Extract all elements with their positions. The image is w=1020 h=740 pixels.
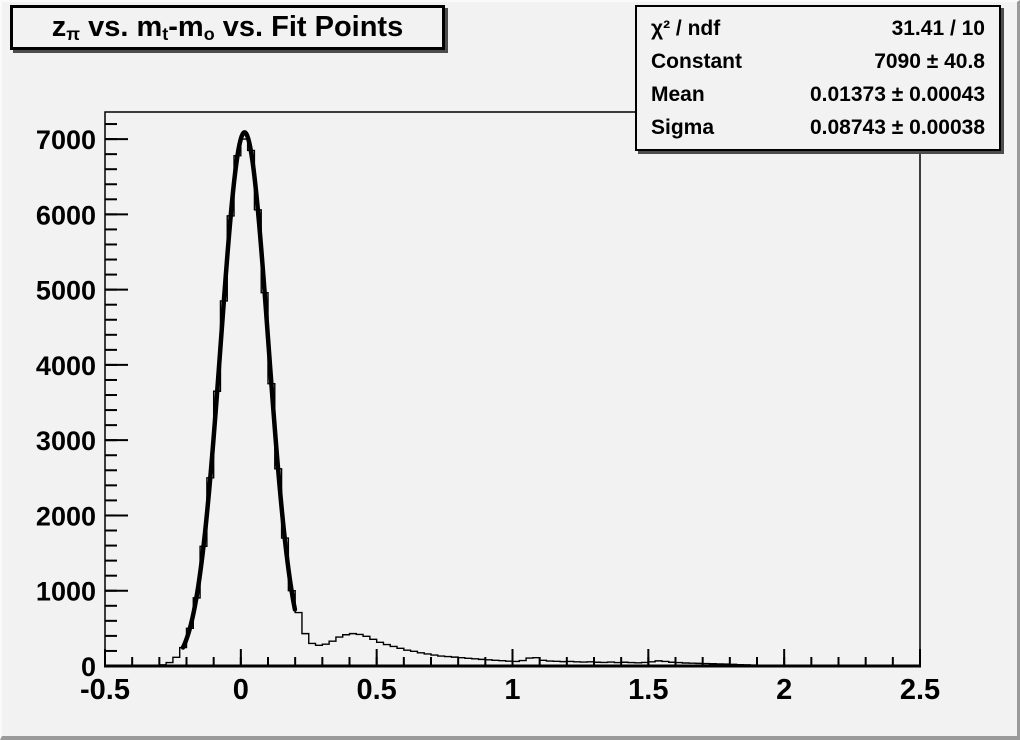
stats-label: Sigma xyxy=(651,115,715,139)
stats-row: Sigma 0.08743 ± 0.00038 xyxy=(651,116,985,140)
y-tick-label: 4000 xyxy=(36,351,96,381)
title-segment: z xyxy=(51,11,67,43)
stats-label: χ² / ndf xyxy=(651,16,721,40)
x-tick-label: 0.5 xyxy=(357,674,397,706)
y-tick-label: 1000 xyxy=(36,577,96,607)
y-tick-label: 6000 xyxy=(36,200,96,230)
histogram-line xyxy=(105,138,920,667)
x-tick-label: 1.5 xyxy=(628,674,668,706)
title-segment: vs. Fit Points xyxy=(214,11,404,43)
x-tick-label: 1 xyxy=(504,674,520,706)
stats-value: 0.08743 ± 0.00038 xyxy=(809,115,985,139)
stats-label: Mean xyxy=(651,82,705,106)
title-segment: -m xyxy=(168,11,204,43)
title-segment-sub: t xyxy=(162,23,169,44)
y-tick-label: 2000 xyxy=(36,501,96,531)
y-tick-label: 3000 xyxy=(36,426,96,456)
x-tick-label: 2 xyxy=(776,674,792,706)
y-axis xyxy=(105,123,128,667)
stats-box: χ² / ndf 31.41 / 10 Constant 7090 ± 40.8… xyxy=(635,5,1001,151)
stats-row: χ² / ndf 31.41 / 10 xyxy=(651,17,985,41)
stats-value: 31.41 / 10 xyxy=(891,16,985,40)
y-tick-label: 0 xyxy=(81,652,96,682)
stats-value: 0.01373 ± 0.00043 xyxy=(809,82,985,106)
x-axis xyxy=(104,649,921,666)
y-tick-label: 5000 xyxy=(36,276,96,306)
title-segment-sub: π xyxy=(66,23,81,44)
stats-row: Mean 0.01373 ± 0.00043 xyxy=(651,83,985,107)
title-segment: vs. m xyxy=(80,11,163,43)
plot-frame xyxy=(104,111,921,667)
title-segment-sub: o xyxy=(203,23,215,44)
stats-label: Constant xyxy=(651,49,742,73)
stats-row: Constant 7090 ± 40.8 xyxy=(651,50,985,74)
x-tick-label: 0 xyxy=(233,674,249,706)
x-tick-label: 2.5 xyxy=(900,674,940,706)
stats-value: 7090 ± 40.8 xyxy=(874,49,985,73)
y-tick-label: 7000 xyxy=(36,125,96,155)
fit-curve xyxy=(180,130,298,650)
x-tick-label: -0.5 xyxy=(80,674,130,706)
